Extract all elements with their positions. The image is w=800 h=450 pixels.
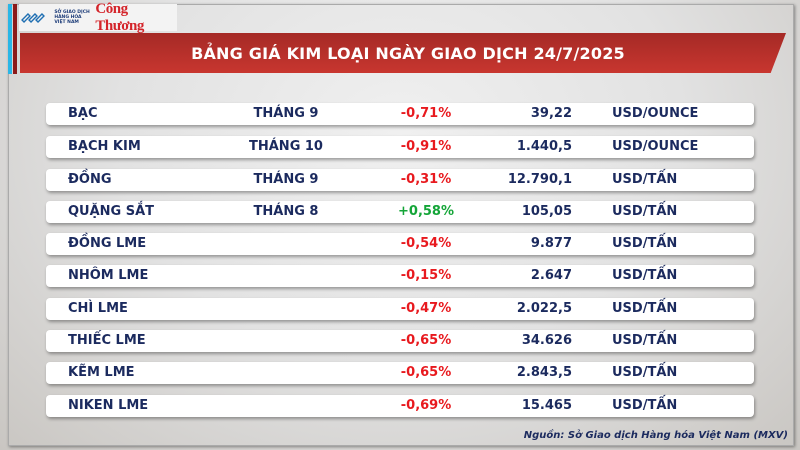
price-unit: USD/TẤN xyxy=(612,204,678,219)
price-unit: USD/TẤN xyxy=(612,365,678,380)
metal-name: NHÔM LME xyxy=(68,268,149,283)
price-change: -0,54% xyxy=(400,236,452,251)
accent-stripe-blue xyxy=(8,4,12,74)
metal-name: BẠC xyxy=(68,106,98,121)
price-value: 39,22 xyxy=(530,106,572,121)
price-change: -0,47% xyxy=(400,301,452,316)
mxv-logo-icon xyxy=(21,11,50,25)
price-value: 2.843,5 xyxy=(516,365,572,380)
metal-name: NIKEN LME xyxy=(68,398,149,413)
accent-stripe-red xyxy=(13,4,17,74)
metal-name: QUẶNG SẮT xyxy=(68,204,155,219)
table-row: ĐỒNG LME -0,54% 9.877 USD/TẤN xyxy=(46,233,754,255)
price-change: -0,31% xyxy=(400,172,452,187)
price-value: 1.440,5 xyxy=(516,139,572,154)
table-row: CHÌ LME -0,47% 2.022,5 USD/TẤN xyxy=(46,298,754,320)
price-value: 2.647 xyxy=(530,268,572,283)
price-unit: USD/TẤN xyxy=(612,268,678,283)
table-row: ĐỒNG THÁNG 9 -0,31% 12.790,1 USD/TẤN xyxy=(46,169,754,191)
metal-name: ĐỒNG LME xyxy=(68,236,147,251)
congthuong-logo: Công Thương xyxy=(95,0,144,34)
price-value: 12.790,1 xyxy=(507,172,572,187)
price-value: 2.022,5 xyxy=(516,301,572,316)
frame xyxy=(8,4,794,446)
price-unit: USD/OUNCE xyxy=(612,106,699,121)
price-change: -0,65% xyxy=(400,333,452,348)
price-change: -0,15% xyxy=(400,268,452,283)
metal-name: BẠCH KIM xyxy=(68,139,141,154)
price-value: 9.877 xyxy=(530,236,572,251)
metal-name: ĐỒNG xyxy=(68,172,112,187)
price-unit: USD/TẤN xyxy=(612,398,678,413)
title-banner: BẢNG GIÁ KIM LOẠI NGÀY GIAO DỊCH 24/7/20… xyxy=(20,33,786,73)
price-change: -0,71% xyxy=(400,106,452,121)
table-row: NHÔM LME -0,15% 2.647 USD/TẤN xyxy=(46,265,754,287)
price-change: -0,65% xyxy=(400,365,452,380)
table-row: BẠCH KIM THÁNG 10 -0,91% 1.440,5 USD/OUN… xyxy=(46,136,754,158)
contract-month: THÁNG 9 xyxy=(253,106,319,121)
price-unit: USD/TẤN xyxy=(612,236,678,251)
price-change: +0,58% xyxy=(398,204,454,219)
price-change: -0,91% xyxy=(400,139,452,154)
source-note: Nguồn: Sở Giao dịch Hàng hóa Việt Nam (M… xyxy=(523,430,788,441)
contract-month: THÁNG 8 xyxy=(253,204,319,219)
mxv-logo-text: SỞ GIAO DỊCH HÀNG HÓA VIỆT NAM xyxy=(54,10,90,25)
table-row: QUẶNG SẮT THÁNG 8 +0,58% 105,05 USD/TẤN xyxy=(46,201,754,223)
logo-bar: SỞ GIAO DỊCH HÀNG HÓA VIỆT NAM Công Thươ… xyxy=(19,1,177,34)
metal-name: THIẾC LME xyxy=(68,333,146,348)
price-change: -0,69% xyxy=(400,398,452,413)
price-value: 15.465 xyxy=(521,398,572,413)
table-row: NIKEN LME -0,69% 15.465 USD/TẤN xyxy=(46,395,754,417)
table-row: KẼM LME -0,65% 2.843,5 USD/TẤN xyxy=(46,362,754,384)
price-value: 34.626 xyxy=(521,333,572,348)
contract-month: THÁNG 10 xyxy=(249,139,323,154)
contract-month: THÁNG 9 xyxy=(253,172,319,187)
table-row: THIẾC LME -0,65% 34.626 USD/TẤN xyxy=(46,330,754,352)
metal-name: KẼM LME xyxy=(68,365,135,380)
price-unit: USD/TẤN xyxy=(612,172,678,187)
page-title: BẢNG GIÁ KIM LOẠI NGÀY GIAO DỊCH 24/7/20… xyxy=(191,43,625,63)
price-unit: USD/TẤN xyxy=(612,301,678,316)
metal-name: CHÌ LME xyxy=(68,301,128,316)
price-unit: USD/TẤN xyxy=(612,333,678,348)
price-value: 105,05 xyxy=(521,204,572,219)
table-row: BẠC THÁNG 9 -0,71% 39,22 USD/OUNCE xyxy=(46,103,754,125)
price-unit: USD/OUNCE xyxy=(612,139,699,154)
